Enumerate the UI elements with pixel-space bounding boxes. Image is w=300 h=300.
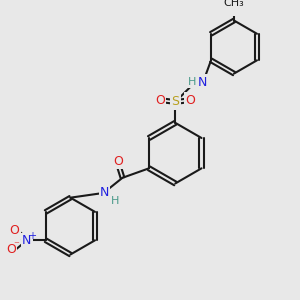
Text: O: O: [155, 94, 165, 106]
Text: O: O: [6, 243, 16, 256]
Text: H: H: [188, 77, 196, 87]
Text: O: O: [10, 224, 20, 237]
Text: H: H: [111, 196, 119, 206]
Text: CH₃: CH₃: [224, 0, 244, 8]
Text: O: O: [185, 94, 195, 106]
Text: N: N: [198, 76, 207, 88]
Text: S: S: [171, 95, 179, 109]
Text: N: N: [22, 234, 32, 247]
Text: O: O: [113, 155, 123, 168]
Text: ⁻: ⁻: [14, 240, 19, 250]
Text: N: N: [100, 186, 109, 200]
Text: +: +: [28, 231, 37, 241]
